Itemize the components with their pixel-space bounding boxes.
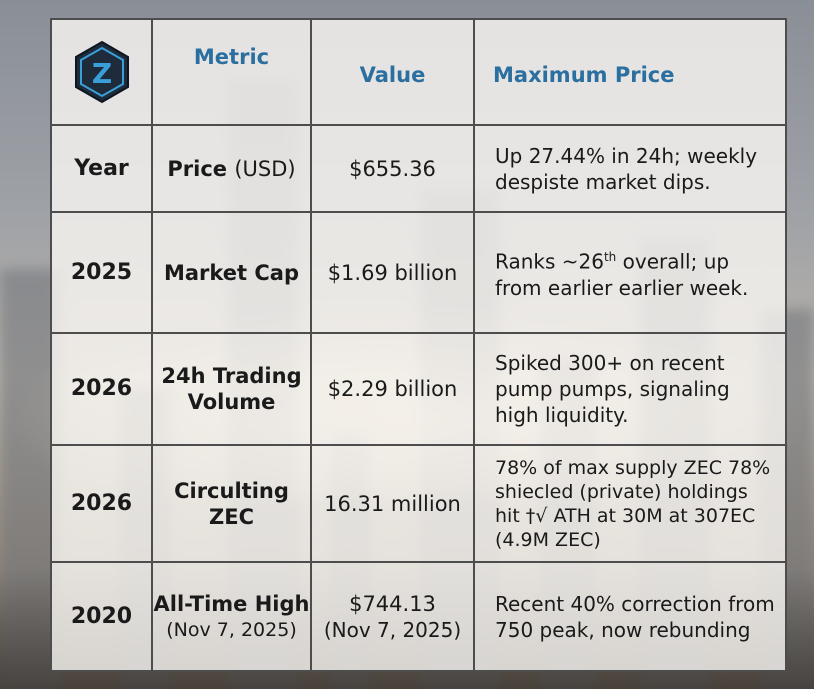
year-cell: 2026 bbox=[50, 444, 153, 563]
table-row: 2026 24h Trading Volume $2.29 billion Sp… bbox=[50, 332, 787, 446]
metric-cell: Circulting ZEC bbox=[151, 444, 312, 563]
zcash-hexagon-icon: Z bbox=[74, 40, 129, 104]
note-cell: Spiked 300+ on recent pump pumps, signal… bbox=[473, 332, 787, 446]
table-row: 2020 All-Time High (Nov 7, 2025) $744.13… bbox=[50, 561, 787, 672]
logo-letter: Z bbox=[91, 57, 111, 90]
metric-sub: (Nov 7, 2025) bbox=[166, 618, 297, 641]
note-superscript: th bbox=[603, 250, 617, 265]
value-main: $744.13 bbox=[349, 591, 436, 616]
note-text-a: Ranks ~26 bbox=[495, 249, 604, 274]
note-cell: 78% of max supply ZEC 78% shiecled (priv… bbox=[473, 444, 787, 563]
table-row: Year Price (USD) $655.36 Up 27.44% in 24… bbox=[50, 124, 787, 213]
metric-label: All-Time High bbox=[153, 591, 310, 616]
year-cell: Year bbox=[50, 124, 153, 213]
year-cell: 2025 bbox=[50, 211, 153, 334]
value-cell: $2.29 billion bbox=[310, 332, 475, 446]
value-cell: $655.36 bbox=[310, 124, 475, 213]
metric-label: Price bbox=[167, 156, 228, 181]
metric-cell: 24h Trading Volume bbox=[151, 332, 312, 446]
crypto-metrics-table: Z Metric Value Maximum Price Year Price … bbox=[50, 18, 787, 672]
value-cell: $744.13 (Nov 7, 2025) bbox=[310, 561, 475, 672]
value-cell: $1.69 billion bbox=[310, 211, 475, 334]
header-metric: Metric bbox=[151, 18, 312, 126]
year-cell: 2026 bbox=[50, 332, 153, 446]
year-cell: 2020 bbox=[50, 561, 153, 672]
logo-cell: Z bbox=[50, 18, 153, 126]
metric-sub: (USD) bbox=[234, 156, 296, 181]
metric-cell: Price (USD) bbox=[151, 124, 312, 213]
metric-cell: All-Time High (Nov 7, 2025) bbox=[151, 561, 312, 672]
table-row: 2025 Market Cap $1.69 billion Ranks ~26t… bbox=[50, 211, 787, 334]
header-maximum-price: Maximum Price bbox=[473, 18, 787, 126]
note-cell: Up 27.44% in 24h; weekly despiste market… bbox=[473, 124, 787, 213]
value-cell: 16.31 million bbox=[310, 444, 475, 563]
metric-cell: Market Cap bbox=[151, 211, 312, 334]
header-row: Z Metric Value Maximum Price bbox=[50, 18, 787, 126]
value-sub: (Nov 7, 2025) bbox=[323, 617, 462, 642]
table-row: 2026 Circulting ZEC 16.31 million 78% of… bbox=[50, 444, 787, 563]
note-text-b: overall; up from earlier earlier week. bbox=[495, 249, 749, 300]
note-cell: Recent 40% correction from 750 peak, now… bbox=[473, 561, 787, 672]
header-value: Value bbox=[310, 18, 475, 126]
note-cell: Ranks ~26th overall; up from earlier ear… bbox=[473, 211, 787, 334]
